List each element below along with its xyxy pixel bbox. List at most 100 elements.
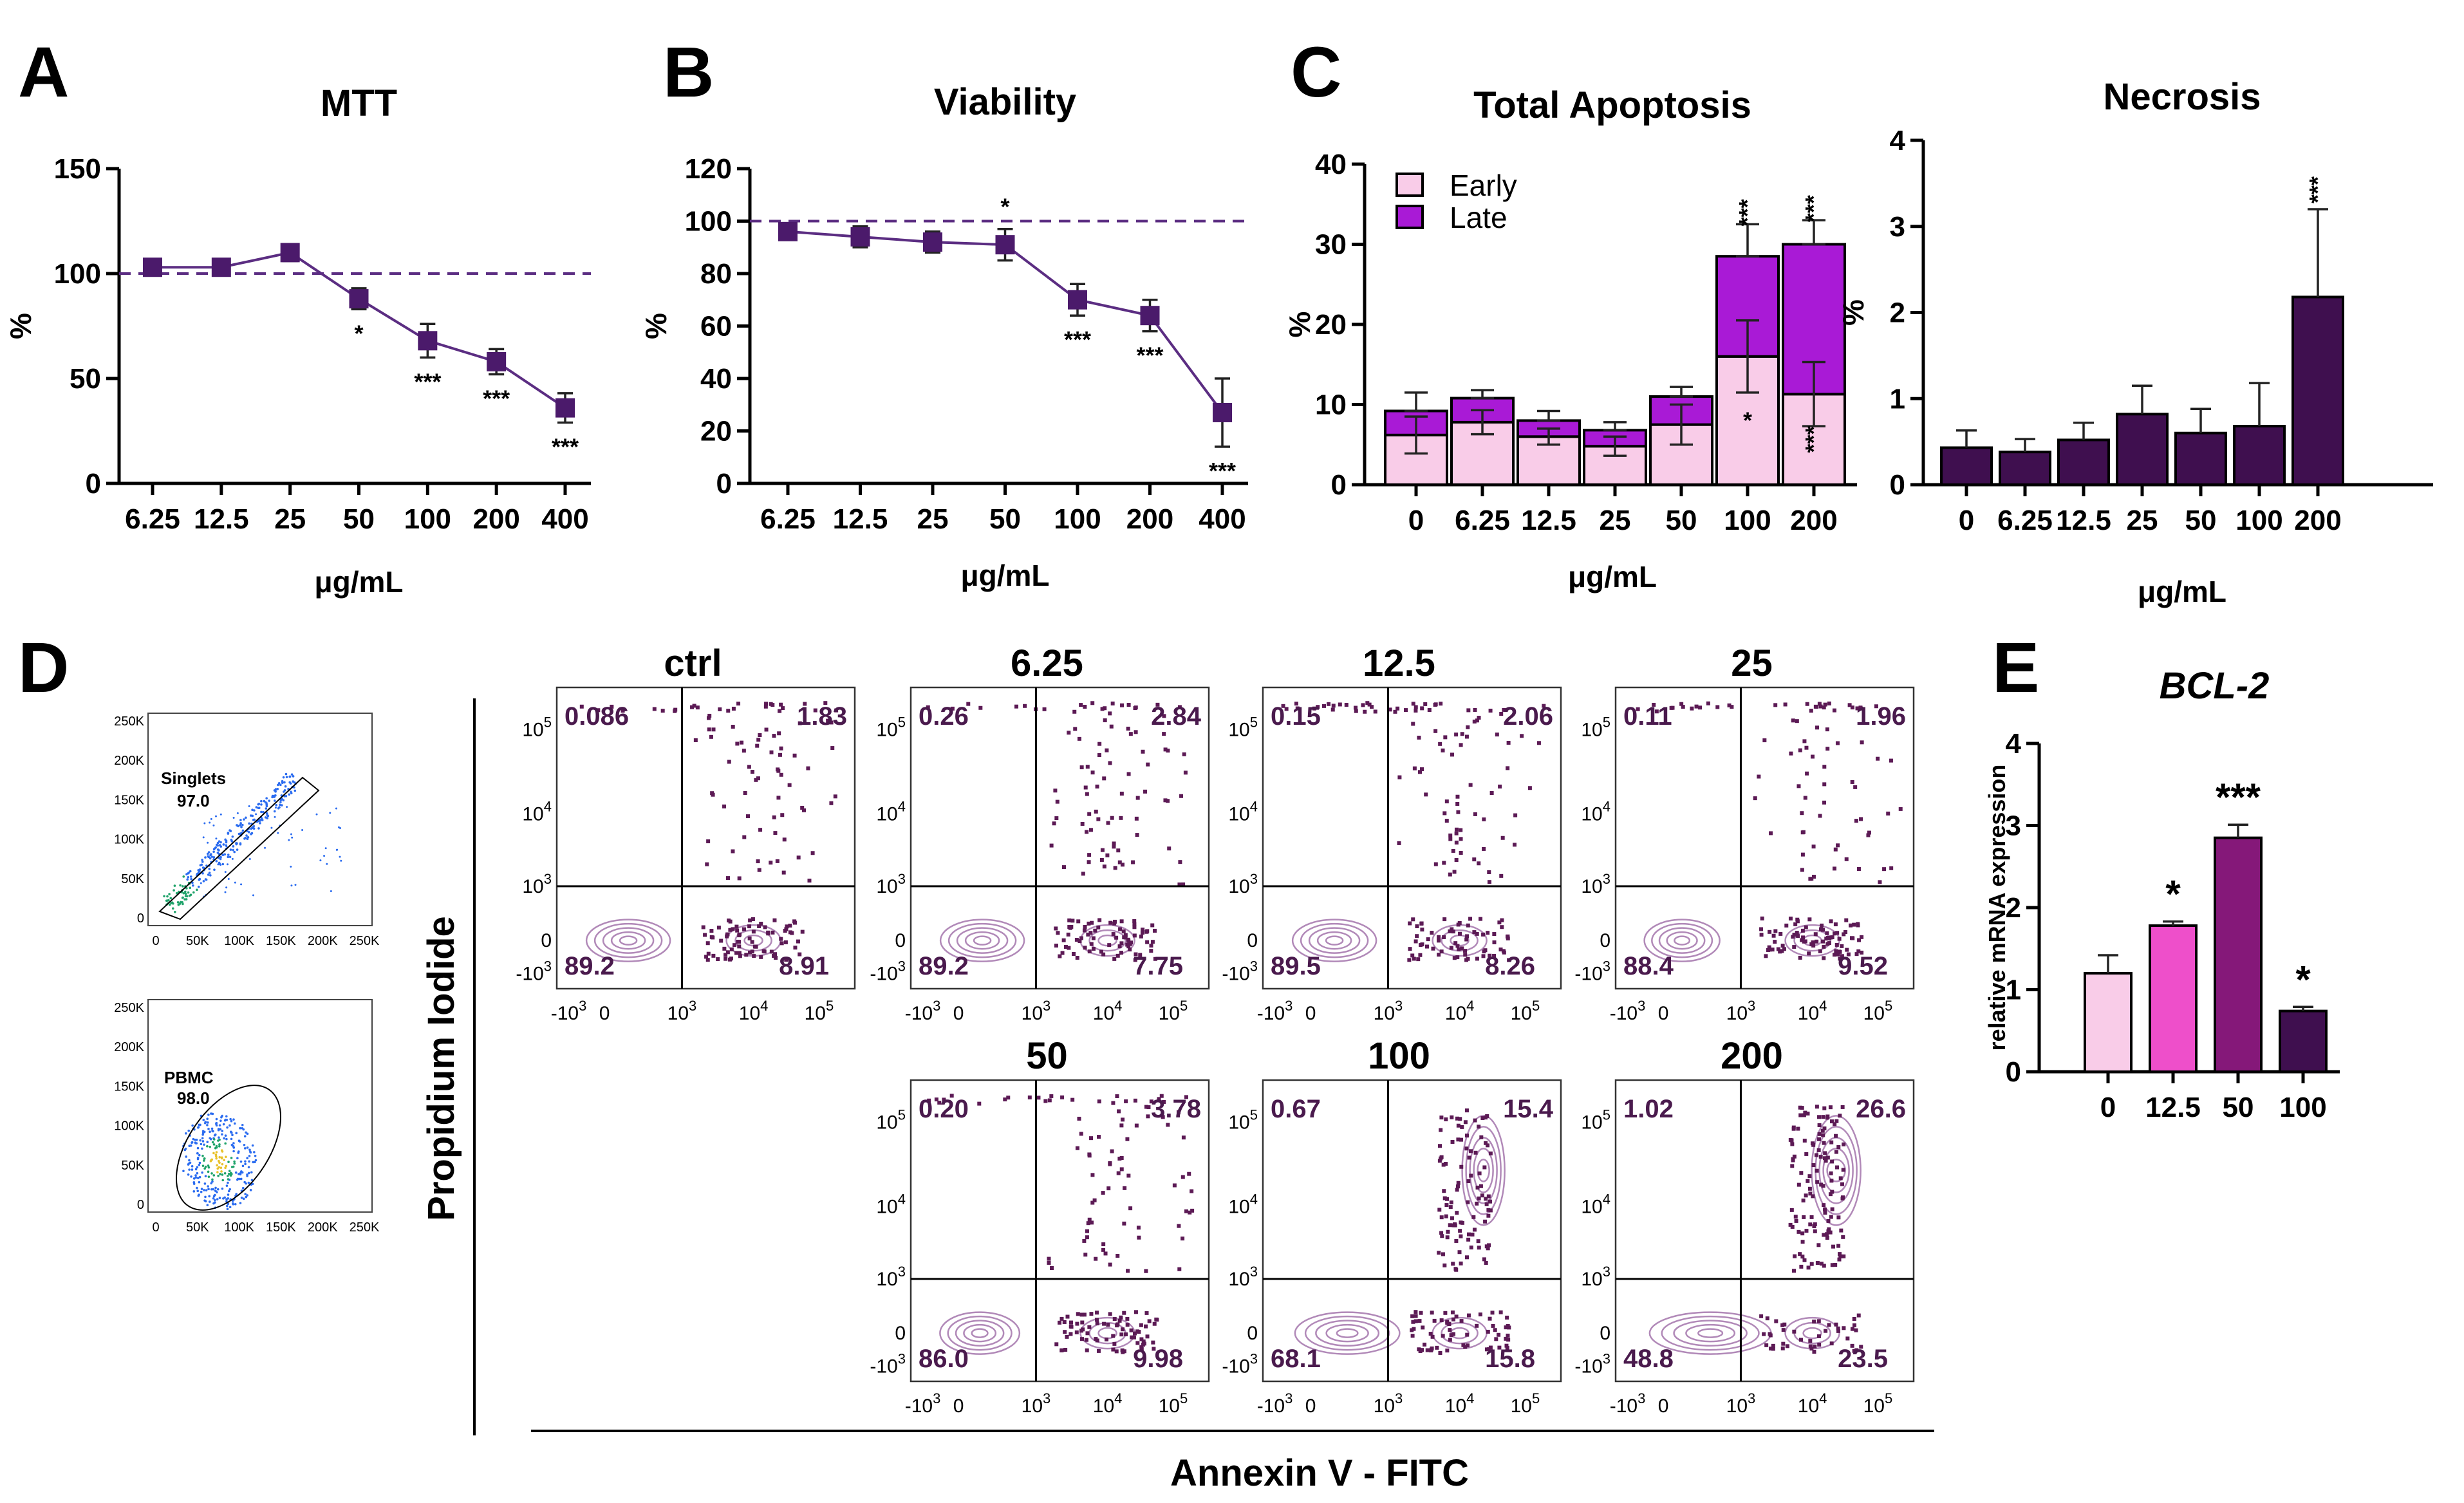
flow-dot: [1111, 1334, 1115, 1338]
gating-dot: [290, 884, 293, 887]
quadrant-UR: 26.6: [1856, 1095, 1906, 1123]
flow-dot: [1504, 1336, 1508, 1341]
flow-dot: [792, 920, 797, 925]
gating-dot: [227, 1202, 230, 1206]
C2-x-tick-label: 6.25: [1997, 505, 2053, 536]
flow-dot: [1457, 920, 1462, 925]
flow-dot: [1792, 1329, 1797, 1334]
data-point: [1213, 402, 1232, 422]
gating-dot: [182, 875, 185, 878]
quadrant-LR: 23.5: [1838, 1345, 1888, 1373]
gating-dot: [229, 1117, 232, 1121]
flow-dot: [1132, 1331, 1137, 1336]
flow-dot: [1054, 944, 1058, 948]
flow-dot: [779, 772, 783, 777]
gating-dot: [192, 1190, 196, 1193]
flow-plot-title: 6.25: [1011, 642, 1083, 684]
flow-dot: [1850, 705, 1854, 710]
flow-dot: [1097, 1135, 1101, 1139]
gating-dot: [251, 1144, 254, 1147]
flow-dot: [1450, 1310, 1455, 1314]
flow-dot: [1800, 1240, 1805, 1244]
flow-dot: [1439, 949, 1444, 954]
A-y-tick-label: 50: [70, 363, 101, 395]
gating-dot: [247, 1181, 250, 1184]
flow-dot: [1837, 1257, 1842, 1262]
gating-y-tick: 250K: [114, 714, 144, 729]
flow-dot: [1790, 1164, 1795, 1168]
flow-dot: [1840, 1182, 1845, 1186]
flow-dot: [1808, 1222, 1813, 1227]
contour-line: [1291, 919, 1377, 962]
flow-dot: [1450, 927, 1454, 931]
gating-dot: [187, 875, 190, 879]
flow-dot: [1466, 1313, 1471, 1318]
flow-dot: [966, 702, 971, 706]
flow-dot: [1473, 1150, 1478, 1155]
flow-dot: [1475, 931, 1479, 936]
gating-dot: [225, 841, 228, 844]
gating-dot: [207, 1166, 210, 1169]
flow-dot: [1108, 1312, 1112, 1316]
flow-y-tick: 103: [876, 871, 906, 897]
flow-dot: [1759, 1314, 1764, 1318]
flow-dot: [833, 794, 837, 799]
gating-dot: [245, 1195, 248, 1199]
flow-dot: [1442, 1189, 1446, 1193]
flow-dot: [1834, 942, 1839, 947]
flow-dot: [1321, 704, 1326, 708]
C1-x-tick-label: 100: [1724, 505, 1771, 536]
flow-dot: [1132, 1335, 1136, 1340]
gating-dot: [212, 1152, 215, 1155]
gating-dot: [190, 877, 192, 881]
flow-dot: [1807, 1174, 1812, 1179]
flow-dot: [1454, 733, 1459, 737]
flow-dot: [1105, 853, 1110, 857]
flow-dot: [751, 917, 755, 921]
flow-dot: [1813, 932, 1818, 937]
gating-dot: [220, 1157, 223, 1160]
flow-dot: [1450, 1139, 1455, 1144]
panel-title: BCL-2: [2160, 665, 2270, 707]
flow-plot-frame: [910, 686, 1210, 990]
gating-dot: [222, 843, 225, 846]
flow-dot: [1788, 916, 1793, 920]
flow-dot: [1833, 866, 1837, 871]
flow-dot: [1463, 949, 1468, 953]
flow-dot: [1106, 821, 1110, 825]
flow-dot: [1439, 1318, 1444, 1323]
bar-early: [1715, 355, 1780, 486]
quadrant-LL: 89.2: [565, 952, 615, 980]
flow-dot: [1473, 1118, 1477, 1123]
flow-dot: [1141, 1343, 1145, 1347]
flow-dot: [728, 928, 733, 932]
flow-y-tick: 104: [522, 799, 552, 825]
flow-dot: [707, 713, 712, 718]
contour-line: [1316, 931, 1352, 950]
flow-dot: [1363, 709, 1367, 714]
gating-y-tick: 50K: [121, 1159, 144, 1173]
gating-dot: [253, 1151, 256, 1153]
flow-dot: [782, 837, 787, 842]
flow-dot: [1415, 934, 1419, 938]
flow-dot: [1825, 747, 1830, 751]
flow-x-tick: -103: [905, 1390, 941, 1417]
flow-dot: [1759, 927, 1764, 931]
gating-dot: [243, 1147, 247, 1150]
flow-dot: [1498, 948, 1503, 952]
flow-x-tick: 0: [953, 1396, 964, 1417]
flow-dot: [711, 727, 716, 732]
flow-dot: [779, 702, 783, 707]
flow-x-tick: -103: [1610, 998, 1646, 1024]
flow-dot: [1419, 921, 1424, 926]
flow-dot: [926, 705, 930, 709]
flow-dot: [1802, 739, 1807, 743]
contour-line: [1651, 922, 1713, 958]
flow-dot: [810, 851, 815, 855]
flow-dot: [1812, 1320, 1816, 1324]
flow-dot: [1463, 1120, 1468, 1125]
gating-dot: [243, 818, 245, 821]
flow-dot: [1778, 949, 1782, 954]
flow-dot: [1441, 748, 1445, 752]
flow-dot: [1825, 931, 1829, 935]
